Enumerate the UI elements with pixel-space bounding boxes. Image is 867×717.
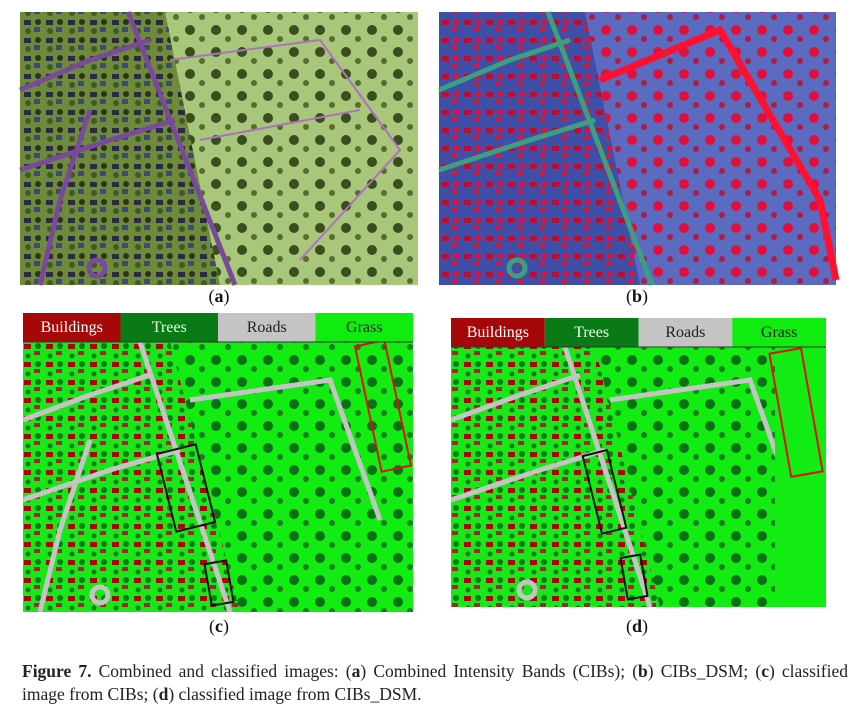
legend-label: Roads — [665, 324, 705, 341]
image-b — [438, 11, 840, 286]
caption-run: c — [761, 661, 769, 681]
legend-label: Grass — [761, 324, 797, 341]
legend-swatch — [544, 318, 639, 347]
legend-swatch — [218, 313, 316, 342]
panel-label: (b) — [626, 286, 648, 307]
legend-label: Buildings — [41, 319, 103, 336]
label-run: ) — [223, 616, 229, 637]
caption-run: ) classified image from CIBs; ( — [22, 661, 848, 704]
legend-label: Trees — [152, 319, 187, 336]
legend-swatch — [315, 313, 413, 342]
caption-run: b — [638, 661, 648, 681]
image-d — [450, 346, 826, 608]
label-run: b — [632, 286, 642, 306]
label-run: ) — [642, 286, 648, 307]
label-run: a — [215, 286, 224, 306]
label-run: ) — [642, 616, 648, 637]
label-run: d — [632, 616, 642, 636]
panel-label: (d) — [626, 616, 648, 637]
caption-run: Combined and classified images: ( — [91, 661, 352, 681]
image-a — [19, 11, 418, 286]
legend-label: Buildings — [467, 324, 529, 341]
figure: (a) (b)(c) (d)Buildings Trees Roads Grass Buil… — [19, 11, 840, 637]
legend-swatch — [638, 318, 733, 347]
legend-swatch — [23, 313, 121, 342]
caption-run: ) classified image from CIBs_DSM. — [168, 684, 422, 704]
legend-label: Grass — [346, 319, 382, 336]
label-run: ( — [209, 616, 215, 637]
label-run: ( — [626, 286, 632, 307]
panel-label: (c) — [209, 616, 229, 637]
legend-swatch — [732, 318, 826, 347]
legend-label: Trees — [574, 324, 609, 341]
legend-label: Roads — [247, 319, 287, 336]
label-run: ( — [626, 616, 632, 637]
caption: Figure 7. Combined and classified images… — [22, 660, 848, 706]
caption-run: Figure 7. — [22, 661, 92, 681]
caption-run: ) CIBs_DSM; ( — [647, 661, 762, 681]
legend-swatch — [451, 318, 545, 347]
caption-run: a — [351, 661, 361, 681]
caption-run: ) Combined Intensity Bands (CIBs); ( — [360, 661, 639, 681]
caption-run: d — [158, 684, 169, 704]
label-run: c — [215, 616, 223, 636]
image-c — [22, 339, 413, 613]
label-run: ( — [209, 286, 215, 307]
legend-swatch — [120, 313, 218, 342]
panel-label: (a) — [209, 286, 230, 307]
label-run: ) — [224, 286, 230, 307]
